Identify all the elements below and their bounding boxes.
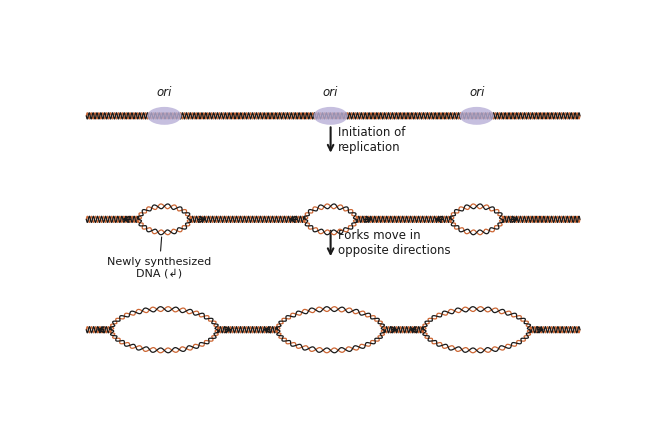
Ellipse shape [313,107,348,125]
Text: ori: ori [323,86,338,99]
Text: Newly synthesized
DNA (↲): Newly synthesized DNA (↲) [107,237,211,278]
Text: Forks move in
opposite directions: Forks move in opposite directions [338,229,451,258]
Ellipse shape [148,107,181,125]
Ellipse shape [460,107,494,125]
Text: ori: ori [469,86,484,99]
Text: Initiation of
replication: Initiation of replication [338,126,406,154]
Text: ori: ori [157,86,172,99]
